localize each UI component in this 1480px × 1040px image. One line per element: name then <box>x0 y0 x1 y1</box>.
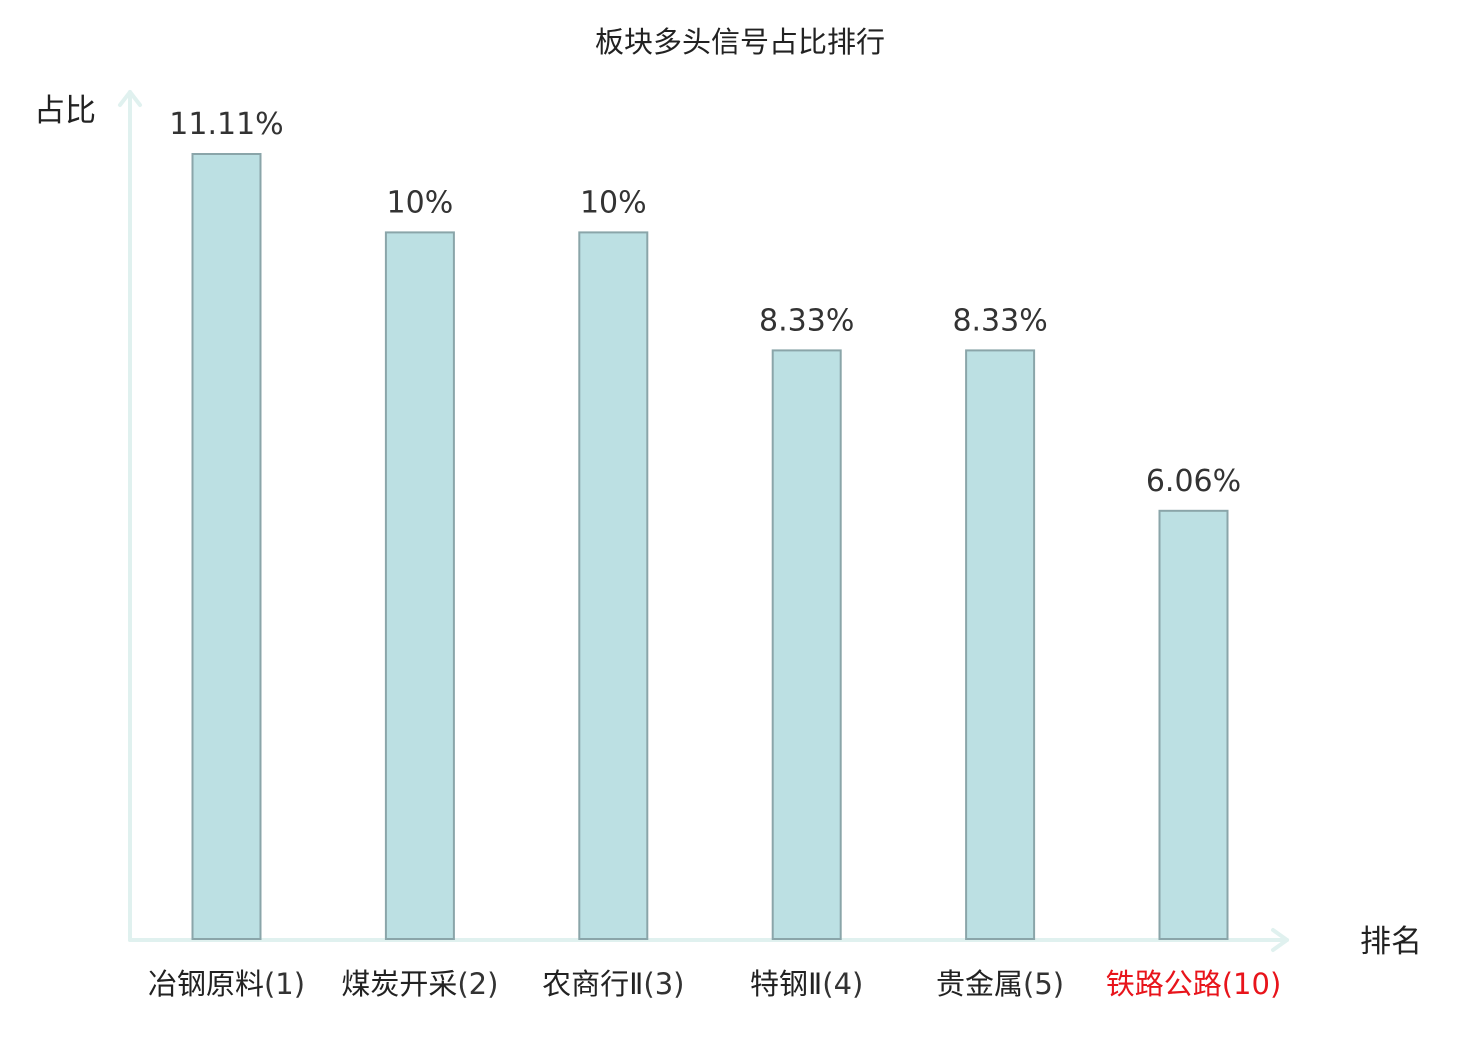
axes <box>118 90 1289 952</box>
x-tick-label: 特钢Ⅱ(4) <box>750 967 863 1001</box>
value-labels-layer: 11.11% 10% 10% 8.33% 8.33% 6.06% <box>169 107 1241 499</box>
x-tick-rank: (1) <box>264 967 305 1001</box>
x-tick-rank: (5) <box>1023 967 1064 1001</box>
bar-value-label: 8.33% <box>952 303 1047 338</box>
x-axis-label: 排名 <box>1360 924 1422 960</box>
bar <box>771 349 842 940</box>
x-tick-category-name: 冶钢原料 <box>148 967 264 1001</box>
y-axis-arrow <box>118 90 142 107</box>
x-tick-rank: (3) <box>643 967 684 1001</box>
bar-value-label: 10% <box>387 185 454 220</box>
x-tick-label: 贵金属(5) <box>936 967 1064 1001</box>
y-axis-label: 占比 <box>34 93 96 129</box>
x-tick-label: 冶钢原料(1) <box>148 967 305 1001</box>
x-axis-arrow <box>1271 928 1289 952</box>
x-tick-label: 铁路公路(10) <box>1106 967 1282 1001</box>
bar <box>578 231 649 940</box>
x-tick-rank: (10) <box>1222 967 1282 1001</box>
x-tick-rank: (2) <box>457 967 498 1001</box>
bar <box>965 349 1036 940</box>
bar-value-label: 11.11% <box>169 107 283 142</box>
x-tick-category-name: 铁路公路 <box>1106 967 1222 1001</box>
x-tick-label: 农商行Ⅱ(3) <box>542 967 684 1001</box>
bar <box>1158 509 1229 940</box>
x-tick-label: 煤炭开采(2) <box>341 967 498 1001</box>
bars-layer <box>191 153 1229 940</box>
bar-value-label: 10% <box>580 185 647 220</box>
x-tick-rank: (4) <box>822 967 863 1001</box>
x-tick-category-name: 特钢Ⅱ <box>750 967 822 1001</box>
bar <box>191 153 262 940</box>
x-tick-category-name: 农商行Ⅱ <box>542 967 643 1001</box>
bar-value-label: 8.33% <box>759 303 854 338</box>
x-tick-category-name: 煤炭开采 <box>341 967 457 1001</box>
tick-labels-layer: 冶钢原料(1) 煤炭开采(2) 农商行Ⅱ(3) 特钢Ⅱ(4) 贵金属(5) 铁路公路(10… <box>148 967 1281 1001</box>
chart-title: 板块多头信号占比排行 <box>595 25 885 59</box>
x-tick-category-name: 贵金属 <box>936 967 1023 1001</box>
bar-value-label: 6.06% <box>1146 464 1241 499</box>
bar <box>384 231 455 940</box>
